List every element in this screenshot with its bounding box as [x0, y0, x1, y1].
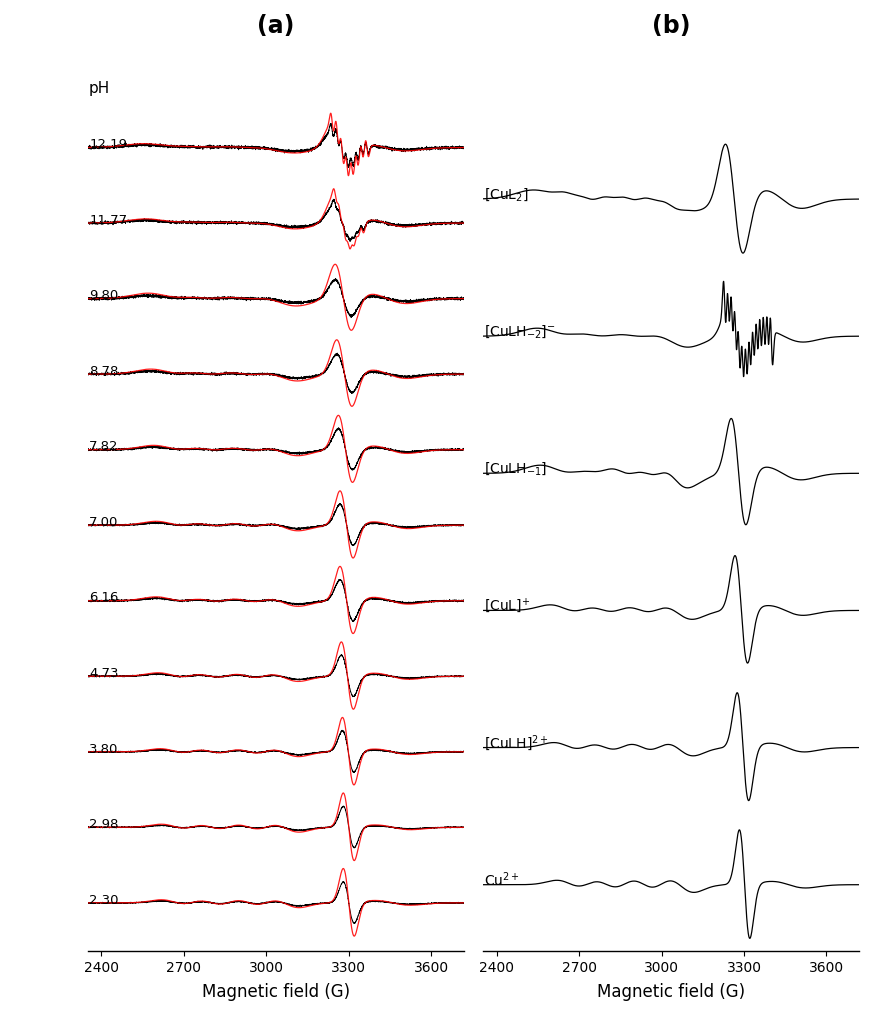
Text: [CuLH$_{-2}$]$^{-}$: [CuLH$_{-2}$]$^{-}$	[484, 323, 556, 340]
Text: [CuL]$^{+}$: [CuL]$^{+}$	[484, 596, 531, 615]
Text: 11.77: 11.77	[89, 214, 127, 227]
Text: 3.80: 3.80	[89, 742, 118, 756]
X-axis label: Magnetic field (G): Magnetic field (G)	[202, 983, 350, 1001]
Text: 8.78: 8.78	[89, 365, 118, 378]
Text: 4.73: 4.73	[89, 667, 118, 680]
Text: [CuLH$_{-1}$]: [CuLH$_{-1}$]	[484, 461, 547, 477]
Title: (a): (a)	[257, 13, 295, 38]
Text: 2.30: 2.30	[89, 893, 118, 907]
Text: 12.19: 12.19	[89, 139, 127, 151]
Text: [CuLH]$^{2+}$: [CuLH]$^{2+}$	[484, 733, 549, 752]
Text: 7.00: 7.00	[89, 516, 118, 529]
Text: 7.82: 7.82	[89, 440, 118, 453]
Text: [CuL$_2$]: [CuL$_2$]	[484, 186, 529, 203]
Text: pH: pH	[89, 81, 111, 96]
Title: (b): (b)	[652, 13, 690, 38]
X-axis label: Magnetic field (G): Magnetic field (G)	[597, 983, 745, 1001]
Text: Cu$^{2+}$: Cu$^{2+}$	[484, 871, 520, 889]
Text: 9.80: 9.80	[89, 289, 118, 302]
Text: 6.16: 6.16	[89, 591, 118, 604]
Text: 2.98: 2.98	[89, 818, 118, 831]
